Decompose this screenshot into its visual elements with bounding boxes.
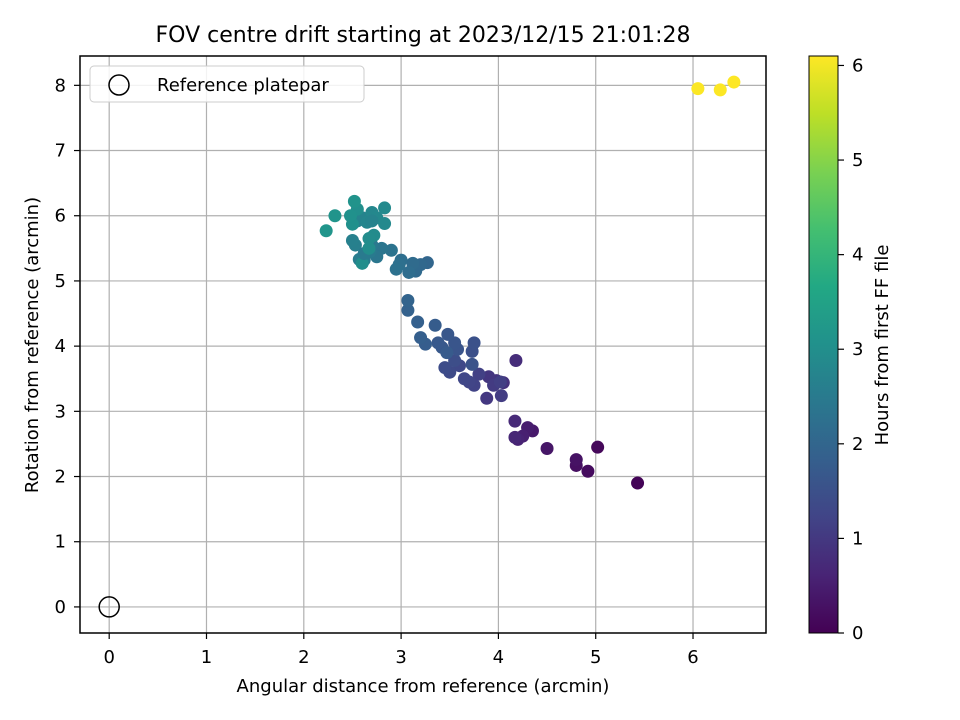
data-point (440, 346, 454, 360)
data-point (540, 441, 554, 455)
data-point (631, 476, 645, 490)
data-point (509, 353, 523, 367)
x-axis-label: Angular distance from reference (arcmin) (237, 676, 610, 697)
data-point (467, 336, 481, 350)
colorbar-tick-label: 3 (852, 339, 863, 360)
x-tick-label: 3 (395, 647, 406, 668)
grid (80, 56, 766, 633)
colorbar: 0 1 2 3 4 5 6 Hours from first FF file (808, 55, 893, 644)
data-point (344, 209, 358, 223)
legend-box (89, 65, 365, 103)
x-tick-label: 0 (103, 647, 114, 668)
data-point (581, 464, 595, 478)
x-tick-label: 6 (687, 647, 698, 668)
data-point (401, 293, 415, 307)
data-point (508, 430, 522, 444)
legend-label: Reference platepar (157, 75, 329, 96)
data-point (365, 214, 379, 228)
x-tick-label: 4 (493, 647, 504, 668)
x-tick-label: 1 (201, 647, 212, 668)
data-point (465, 357, 479, 371)
data-point (402, 265, 416, 279)
x-tick-label: 5 (590, 647, 601, 668)
data-point (508, 414, 522, 428)
data-point (362, 232, 376, 246)
plot-frame (79, 55, 767, 634)
data-points (319, 75, 741, 490)
data-point (319, 224, 333, 238)
data-point (328, 209, 342, 223)
data-point (347, 194, 361, 208)
data-point (457, 372, 471, 386)
data-point (713, 83, 727, 97)
data-point (727, 75, 741, 89)
y-tick-label: 6 (55, 206, 66, 227)
data-point (345, 234, 359, 248)
colorbar-tick-label: 0 (852, 623, 863, 644)
plot-area: 0 1 2 3 4 5 6 0 1 2 3 4 5 6 7 8 Reference platepar (55, 55, 767, 668)
data-point (441, 327, 455, 341)
y-tick-label: 1 (55, 532, 66, 553)
reference-platepar-marker (98, 596, 120, 618)
y-tick-label: 7 (55, 141, 66, 162)
y-tick-label: 8 (55, 75, 66, 96)
data-point (438, 361, 452, 375)
data-point (389, 262, 403, 276)
y-tick-label: 2 (55, 467, 66, 488)
data-point (569, 453, 583, 467)
colorbar-tick-label: 5 (852, 150, 863, 171)
data-point (691, 82, 705, 96)
data-point (472, 367, 486, 381)
colorbar-tick-label: 6 (852, 55, 863, 76)
y-tick-label: 3 (55, 401, 66, 422)
x-tick-label: 2 (298, 647, 309, 668)
data-point (414, 331, 428, 345)
y-axis-label: Rotation from reference (arcmin) (22, 197, 43, 493)
colorbar-tick-label: 1 (852, 528, 863, 549)
data-point (384, 243, 398, 257)
y-tick-label: 0 (55, 597, 66, 618)
data-point (378, 201, 392, 215)
data-point (411, 315, 425, 329)
y-tick-label: 5 (55, 271, 66, 292)
colorbar-label: Hours from first FF file (872, 245, 893, 446)
data-point (493, 375, 507, 389)
data-point (355, 256, 369, 270)
data-point (431, 336, 445, 350)
colorbar-ticks: 0 1 2 3 4 5 6 (838, 55, 863, 644)
data-point (401, 303, 415, 317)
colorbar-tick-label: 2 (852, 434, 863, 455)
colorbar-tick-label: 4 (852, 245, 863, 266)
data-point (480, 391, 494, 405)
colorbar-gradient (808, 55, 839, 634)
data-point (362, 241, 376, 255)
data-point (428, 318, 442, 332)
data-point (378, 217, 392, 231)
chart-title: FOV centre drift starting at 2023/12/15 … (156, 23, 691, 48)
legend: Reference platepar (89, 65, 365, 103)
y-tick-label: 4 (55, 336, 66, 357)
data-point (494, 389, 508, 403)
legend-marker (108, 74, 130, 96)
data-point (591, 440, 605, 454)
y-axis-ticks: 0 1 2 3 4 5 6 7 8 (55, 75, 80, 618)
x-axis-ticks: 0 1 2 3 4 5 6 (103, 633, 699, 668)
